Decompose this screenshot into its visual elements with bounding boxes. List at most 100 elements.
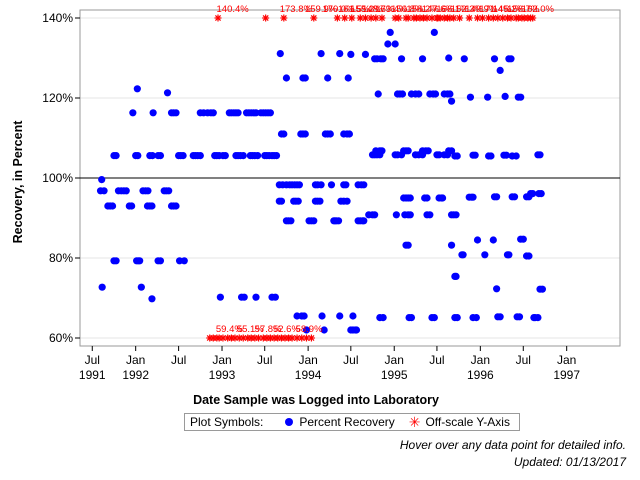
recovery-point	[469, 193, 477, 201]
recovery-point	[349, 312, 357, 320]
offscale-star	[478, 14, 486, 22]
x-tick-year: 1993	[209, 368, 236, 382]
recovery-point	[148, 202, 156, 210]
offscale-label-top: 159.9%	[305, 4, 338, 15]
x-tick-month: Jan	[557, 353, 576, 367]
recovery-point	[384, 40, 392, 48]
recovery-point	[148, 152, 157, 160]
recovery-point	[378, 147, 386, 155]
recovery-point	[471, 151, 479, 159]
recovery-point	[326, 130, 334, 138]
legend-dot-label: Percent Recovery	[299, 415, 395, 429]
recovery-point	[371, 211, 379, 219]
recovery-point	[529, 190, 537, 198]
offscale-star	[428, 14, 436, 22]
offscale-star	[356, 14, 364, 22]
offscale-star	[302, 334, 310, 342]
recovery-point	[310, 217, 318, 225]
offscale-star	[404, 14, 412, 22]
recovery-point	[361, 50, 370, 59]
y-tick-label: 120%	[42, 91, 73, 105]
legend-title: Plot Symbols:	[190, 415, 264, 429]
recovery-point	[423, 194, 431, 202]
recovery-point	[209, 109, 217, 117]
recovery-point	[112, 257, 120, 265]
offscale-label-top: 150.8%	[391, 4, 424, 15]
recovery-point	[347, 50, 355, 59]
recovery-point	[379, 55, 387, 63]
recovery-point	[538, 285, 546, 293]
recovery-point	[472, 314, 480, 322]
recovery-point	[406, 194, 414, 202]
recovery-point	[505, 251, 513, 259]
offscale-label-top: 171.4%	[479, 4, 512, 15]
recovery-point	[301, 74, 309, 82]
offscale-star	[280, 14, 288, 22]
recovery-point	[316, 197, 324, 205]
x-tick-year: 1991	[79, 368, 106, 382]
recovery-point	[156, 152, 165, 160]
recovery-point	[129, 109, 137, 117]
recovery-point	[148, 295, 156, 303]
recovery-point	[536, 151, 544, 159]
recovery-point	[271, 293, 279, 301]
recovery-point	[156, 257, 165, 265]
recovery-point	[320, 326, 328, 334]
recovery-point	[426, 211, 434, 219]
offscale-star	[465, 14, 473, 22]
recovery-point	[343, 197, 351, 205]
recovery-point	[144, 187, 152, 195]
recovery-point	[136, 257, 144, 265]
recovery-point	[317, 181, 325, 189]
recovery-point	[460, 55, 468, 63]
offscale-label-top: 162.0%	[522, 4, 555, 15]
x-axis-title: Date Sample was Logged into Laboratory	[193, 393, 439, 407]
legend: Plot Symbols: Percent Recovery ✳ Off-sca…	[184, 413, 520, 431]
recovery-point	[149, 109, 157, 117]
recovery-point	[447, 147, 456, 155]
offscale-label-top: 145.2%	[493, 4, 526, 15]
recovery-point	[430, 28, 438, 36]
recovery-point	[487, 152, 495, 160]
recovery-point	[327, 181, 336, 189]
recovery-point	[336, 50, 344, 58]
y-tick-label: 140%	[42, 11, 73, 25]
recovery-point	[112, 152, 120, 160]
offscale-label-top: 155.2%	[350, 4, 383, 15]
recovery-point	[272, 152, 281, 160]
recovery-point	[172, 109, 180, 117]
recovery-point	[438, 194, 447, 202]
recovery-point	[447, 241, 456, 249]
offscale-star	[310, 14, 318, 22]
recovery-point	[344, 74, 352, 82]
offscale-label-top: 149.9%	[465, 4, 498, 15]
recovery-point	[386, 28, 394, 36]
recovery-point	[276, 50, 284, 58]
recovery-point	[525, 252, 533, 260]
recovery-point	[430, 314, 438, 322]
recovery-point	[445, 54, 453, 62]
offscale-star	[255, 334, 263, 342]
x-tick-year: 1997	[553, 368, 580, 382]
recovery-point	[496, 66, 504, 74]
offscale-label-top: 158.2%	[406, 4, 439, 15]
recovery-point	[98, 176, 106, 184]
recovery-point	[453, 152, 461, 160]
recovery-point	[517, 93, 525, 101]
x-tick-month: Jul	[85, 353, 100, 367]
recovery-point	[252, 293, 260, 301]
offscale-star	[262, 14, 270, 22]
recovery-point	[163, 89, 172, 97]
recovery-point	[280, 130, 288, 138]
recovery-point	[108, 202, 117, 210]
recovery-point	[466, 93, 475, 101]
recovery-point	[324, 74, 332, 82]
legend-star-icon: ✳	[408, 414, 421, 430]
offscale-star	[456, 14, 464, 22]
recovery-point	[379, 314, 387, 322]
recovery-point	[496, 313, 504, 321]
recovery-point	[424, 147, 432, 155]
recovery-point	[404, 241, 412, 249]
x-tick-month: Jan	[126, 353, 145, 367]
recovery-point	[345, 130, 354, 138]
